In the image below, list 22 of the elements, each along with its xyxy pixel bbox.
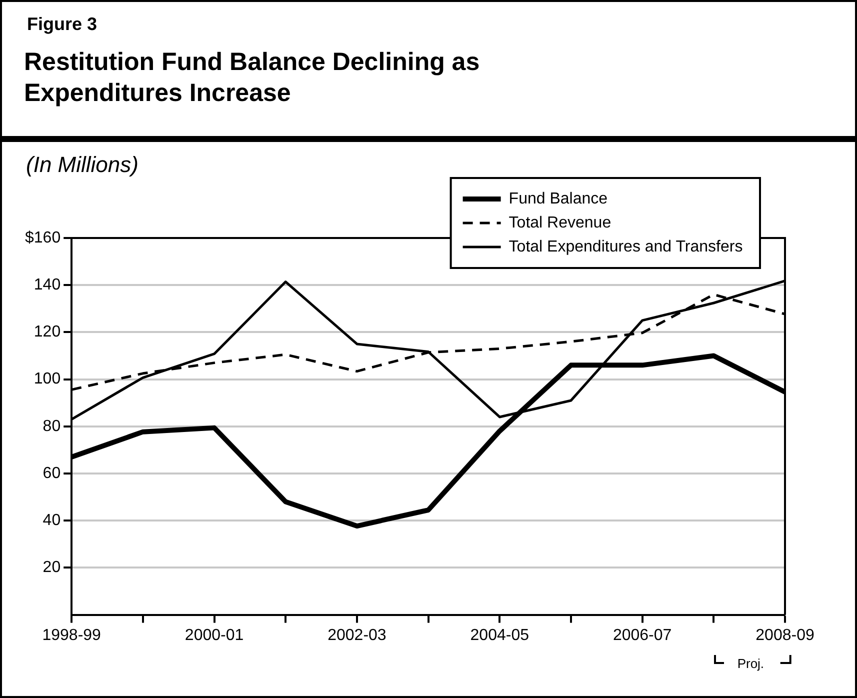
x-tick-label: 2004-05 [470,626,530,644]
chart-subtitle: Figure 3 [27,14,98,35]
x-tick-label: 2008-09 [756,626,814,644]
y-tick-label: 20 [42,559,61,576]
legend-label: Fund Balance [508,190,608,208]
x-tick-label: 2002-03 [328,626,386,644]
y-axis-title: (In Millions) [26,152,138,178]
legend-label: Total Revenue [508,214,612,232]
chart-title: Restitution Fund Balance Declining as Expenditures Increase [24,47,481,109]
y-tick-label: 120 [34,324,61,341]
legend-label: Total Expenditures and Transfers [508,238,743,256]
y-tick-label: 80 [42,418,61,435]
y-tick-label: 140 [34,276,61,294]
x-tick-label: 2006-07 [612,626,672,644]
x-tick-label: 1998-99 [42,626,102,644]
y-tick-label: 40 [42,512,61,530]
y-tick-label: 60 [42,464,61,482]
y-tick-label: 100 [34,370,61,388]
line-series [70,293,786,391]
x-tick-label: 2000-01 [184,626,244,644]
text: Proj. [737,656,764,671]
y-tick-label: $160 [25,229,61,246]
